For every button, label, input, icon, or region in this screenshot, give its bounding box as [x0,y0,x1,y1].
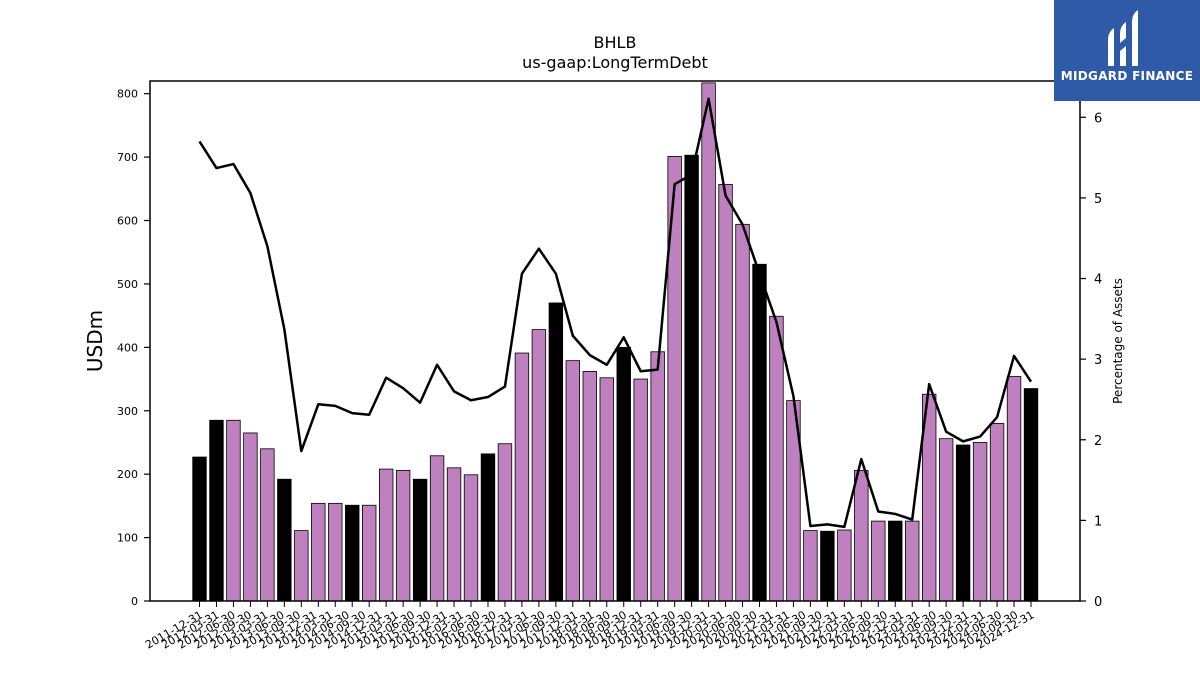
y2-axis: 0 1 2 3 4 5 6 [1080,111,1102,610]
y-tick-label: 200 [117,468,138,481]
bar [888,520,903,602]
bar [769,315,784,602]
y-axis-label: USDm [83,310,107,372]
bar [192,456,207,602]
bar [480,453,496,602]
bar [395,469,411,602]
y-tick-label: 600 [117,215,138,228]
y2-tick-label: 6 [1094,111,1102,126]
y2-tick-label: 4 [1094,273,1102,288]
chart-title: BHLB [594,33,637,52]
bar [209,419,224,602]
bar [616,346,631,602]
bar [226,419,241,602]
brand-name: MIDGARD FINANCE [1060,69,1194,83]
bar [328,502,343,602]
bar [412,478,428,602]
bar [1023,388,1039,602]
bar [837,529,852,602]
y-tick-label: 400 [117,341,138,354]
bar [871,520,886,602]
bar [735,223,750,602]
bar [684,154,699,602]
bar [446,467,462,602]
y2-tick-label: 0 [1094,595,1102,610]
bar [955,444,971,602]
y-tick-label: 100 [117,532,138,545]
y2-tick-label: 5 [1094,192,1102,207]
bar [345,504,360,602]
brand-logo: MIDGARD FINANCE [1054,0,1200,101]
bar [854,469,869,602]
y2-tick-label: 1 [1094,514,1102,529]
y-tick-label: 700 [117,151,138,164]
bar [989,423,1005,602]
bar [378,468,394,602]
bar [548,302,564,602]
bar [599,377,614,602]
y-axis: 0 100 200 300 400 500 600 700 800 [117,88,150,608]
bar [633,378,648,602]
y-tick-label: 300 [117,405,138,418]
plot-frame [149,80,1081,602]
bar [803,530,818,602]
bar [905,520,920,602]
y-tick-label: 800 [117,88,138,101]
bar [531,329,547,602]
bar [463,474,479,602]
midgard-logo-icon [1108,10,1138,66]
bar [294,530,309,602]
bar [514,352,530,602]
y2-axis-label: Percentage of Assets [1111,278,1125,404]
bar [243,432,258,602]
bar [718,183,733,602]
bar [260,448,275,602]
bar [972,442,988,602]
bar [565,360,581,602]
x-axis: 2011-12-312012-03-312012-06-302012-09-30… [143,601,1037,652]
bar [752,263,767,602]
bar [938,438,954,602]
y-tick-label: 0 [131,595,138,608]
bar [701,82,716,602]
line-group [198,97,1033,529]
bar-group [192,82,1039,602]
bar [1006,376,1022,602]
series-line [198,97,1033,529]
bar [820,530,835,602]
y2-tick-label: 2 [1094,434,1102,449]
y2-tick-label: 3 [1094,353,1102,368]
bar [582,371,597,602]
bar [362,504,377,602]
chart-subtitle: us-gaap:LongTermDebt [522,53,708,72]
bar [277,478,292,602]
bar [429,455,445,602]
bar [497,443,513,602]
bar [311,502,326,602]
y-tick-label: 500 [117,278,138,291]
bar [650,351,665,602]
